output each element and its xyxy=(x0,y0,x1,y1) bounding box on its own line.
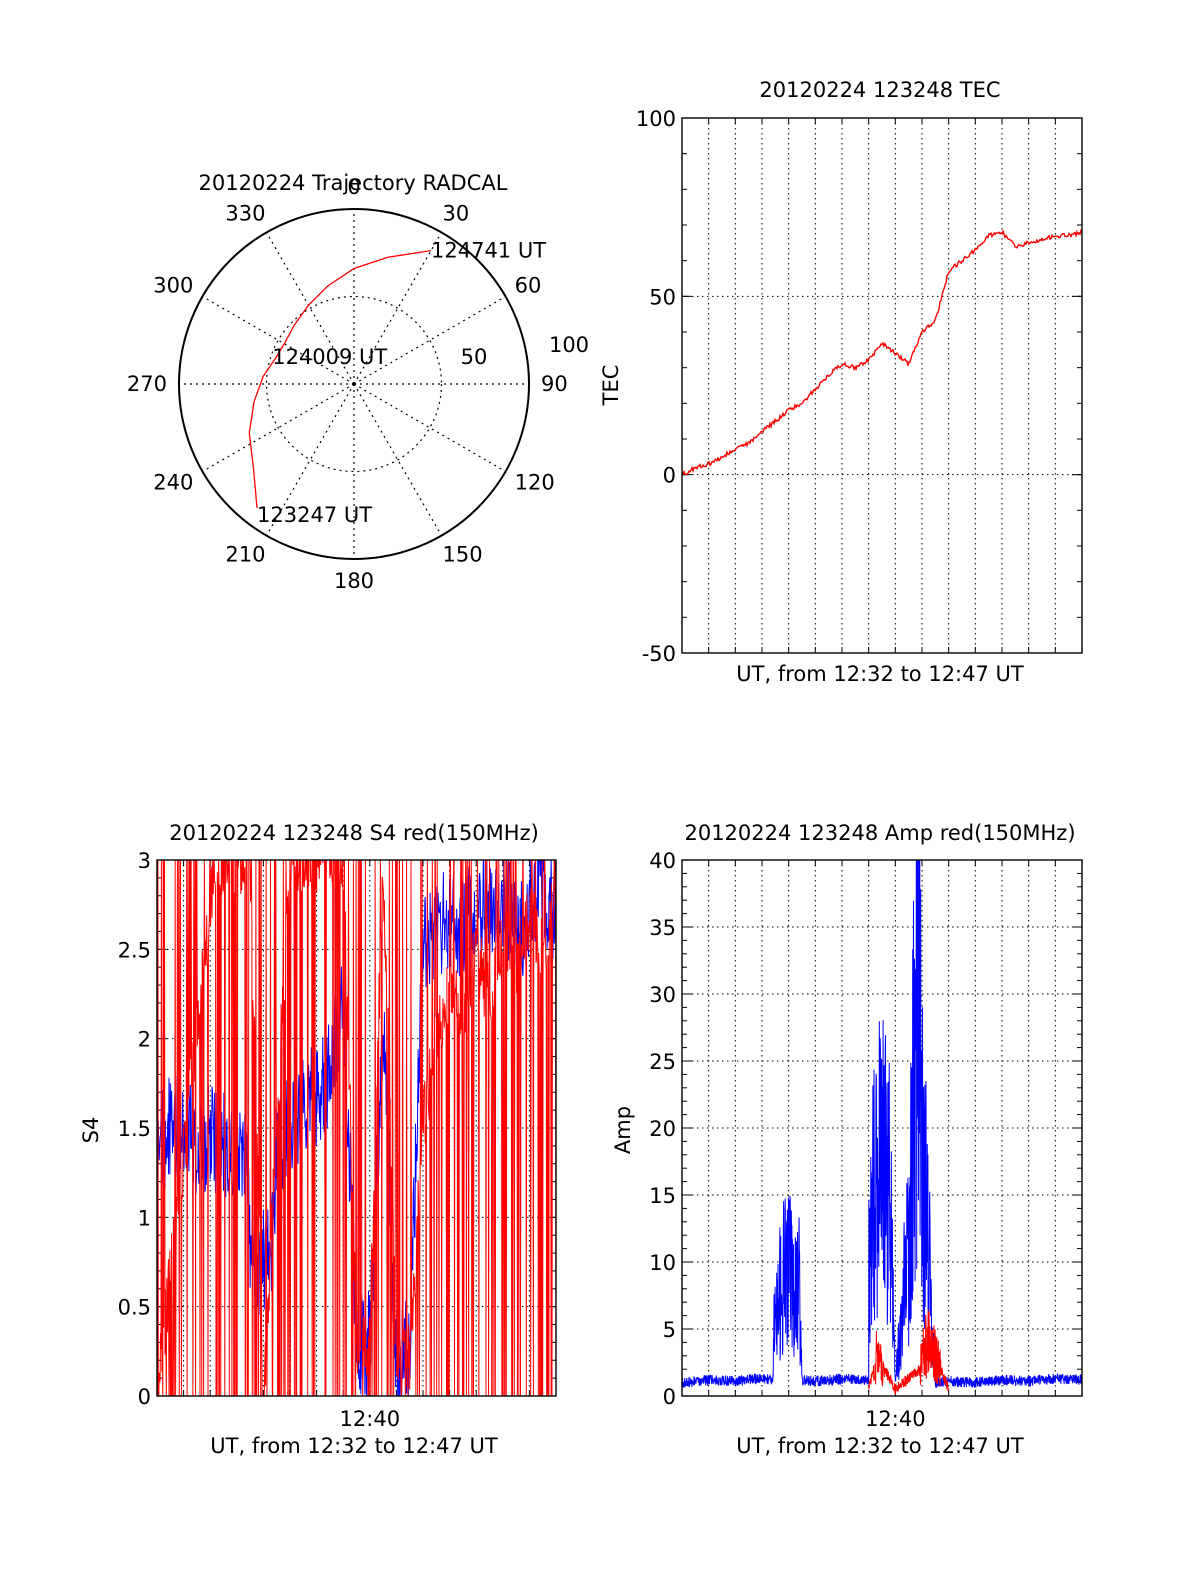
amp-plot-area: 0 5 10 15 20 25 30 35 40 12:40 xyxy=(649,849,1083,1431)
azimuth-tick-label: 180 xyxy=(334,569,374,593)
plot-frame xyxy=(681,859,1083,1397)
series-line-red xyxy=(868,1309,950,1395)
s4-panel: 20120224 123248 S4 red(150MHz) UT, from … xyxy=(79,821,557,1458)
tec-panel: 20120224 123248 TEC UT, from 12:32 to 12… xyxy=(599,78,1083,686)
polar-spoke xyxy=(202,383,355,473)
y-tick-label: 0 xyxy=(663,1385,676,1409)
y-tick-label: 40 xyxy=(649,849,676,873)
series-group xyxy=(157,860,556,1396)
polar-spoke xyxy=(353,232,443,385)
series-line-tec xyxy=(682,228,1082,476)
amp-panel: 20120224 123248 Amp red(150MHz) UT, from… xyxy=(611,821,1083,1458)
y-tick-label: 2.5 xyxy=(118,938,151,962)
polar-spoke xyxy=(265,232,355,385)
y-tick-label: -50 xyxy=(642,642,676,666)
series-line-blue xyxy=(682,860,1082,1389)
y-tick-label: 100 xyxy=(636,107,676,131)
series-line-red xyxy=(157,860,556,1396)
s4-title: 20120224 123248 S4 red(150MHz) xyxy=(169,821,539,845)
y-tick-label: 15 xyxy=(649,1184,676,1208)
polar-track xyxy=(248,249,432,509)
azimuth-tick-label: 90 xyxy=(541,372,568,396)
azimuth-tick-label: 210 xyxy=(225,543,265,567)
time-annotation: 124741 UT xyxy=(431,239,546,263)
azimuth-tick-label: 60 xyxy=(515,274,542,298)
y-tick-label: 2 xyxy=(138,1028,151,1052)
polar-spoke xyxy=(265,383,355,536)
y-tick-label: 50 xyxy=(649,285,676,309)
polar-grid xyxy=(178,208,530,560)
trajectory-polar-panel: 20120224 Trajectory RADCAL 0 30 60 90 120 150… xyxy=(127,171,589,593)
x-tick-label: 12:40 xyxy=(340,1407,401,1431)
y-tick-label: 1.5 xyxy=(118,1117,151,1141)
amp-ylabel: Amp xyxy=(611,1106,635,1154)
polar-spoke xyxy=(353,383,506,473)
time-annotation: 123247 UT xyxy=(257,503,372,527)
azimuth-tick-label: 240 xyxy=(153,471,193,495)
tec-plot-area: -50 0 50 100 xyxy=(636,107,1083,666)
s4-plot-area: 0 0.5 1 1.5 2 2.5 3 12:40 xyxy=(118,849,557,1431)
plot-frame xyxy=(156,859,557,1397)
azimuth-tick-label: 300 xyxy=(153,274,193,298)
y-tick-label: 5 xyxy=(663,1318,676,1342)
azimuth-tick-label: 120 xyxy=(515,471,555,495)
time-annotation: 124009 UT xyxy=(272,345,387,369)
y-tick-label: 0.5 xyxy=(118,1296,151,1320)
azimuth-tick-label: 270 xyxy=(127,372,167,396)
elevation-label: 100 xyxy=(549,333,589,357)
amp-title: 20120224 123248 Amp red(150MHz) xyxy=(684,821,1075,845)
azimuth-tick-label: 0 xyxy=(347,175,360,199)
y-tick-label: 35 xyxy=(649,916,676,940)
polar-spoke xyxy=(353,383,443,536)
s4-ylabel: S4 xyxy=(79,1117,103,1144)
amp-xlabel: UT, from 12:32 to 12:47 UT xyxy=(736,1434,1024,1458)
y-tick-label: 1 xyxy=(138,1206,151,1230)
polar-outer-ring xyxy=(178,208,530,560)
plot-frame xyxy=(681,117,1083,654)
tec-xlabel: UT, from 12:32 to 12:47 UT xyxy=(736,662,1024,686)
polar-labels: 0 30 60 90 120 150 180 210 240 270 300 330 50 100 1247… xyxy=(127,175,589,593)
y-tick-label: 10 xyxy=(649,1251,676,1275)
y-tick-label: 0 xyxy=(663,464,676,488)
series-group xyxy=(682,228,1082,476)
tec-title: 20120224 123248 TEC xyxy=(759,78,1000,102)
series-group xyxy=(682,860,1082,1395)
x-tick-label: 12:40 xyxy=(865,1407,926,1431)
y-tick-label: 3 xyxy=(138,849,151,873)
y-tick-label: 0 xyxy=(138,1385,151,1409)
polar-spoke xyxy=(353,295,506,385)
y-tick-label: 30 xyxy=(649,983,676,1007)
s4-xlabel: UT, from 12:32 to 12:47 UT xyxy=(210,1434,498,1458)
tec-ylabel: TEC xyxy=(599,365,623,407)
azimuth-tick-label: 150 xyxy=(443,543,483,567)
polar-ring-50 xyxy=(265,295,443,473)
trajectory-line xyxy=(248,249,432,509)
polar-title: 20120224 Trajectory RADCAL xyxy=(199,171,508,195)
azimuth-tick-label: 330 xyxy=(225,201,265,225)
y-tick-label: 25 xyxy=(649,1050,676,1074)
polar-spoke xyxy=(202,295,355,385)
azimuth-tick-label: 30 xyxy=(443,201,470,225)
elevation-label: 50 xyxy=(461,345,488,369)
y-tick-label: 20 xyxy=(649,1117,676,1141)
